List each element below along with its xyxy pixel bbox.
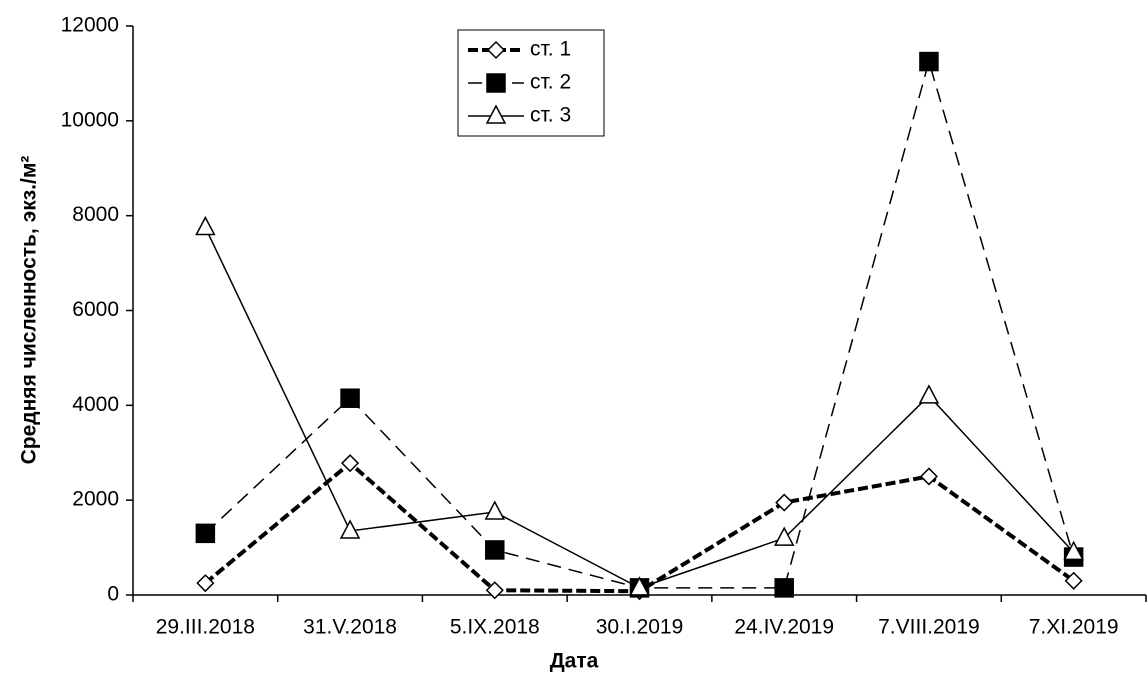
marker (340, 388, 360, 408)
marker (196, 574, 215, 593)
marker (485, 581, 504, 600)
marker (629, 576, 650, 596)
marker (774, 578, 794, 598)
marker (1063, 540, 1084, 561)
y-tick-label: 8000 (72, 203, 119, 226)
marker (339, 519, 361, 539)
marker (919, 467, 938, 486)
y-axis-title: Средняя численность, экз./м² (18, 156, 41, 465)
y-tick-label: 10000 (61, 108, 119, 131)
y-tick-label: 2000 (72, 488, 119, 511)
legend-label: ст. 2 (530, 71, 571, 94)
y-tick-label: 0 (107, 583, 119, 606)
x-tick-label: 31.V.2018 (303, 616, 397, 639)
x-tick-label: 29.III.2018 (156, 616, 255, 639)
marker (486, 73, 506, 93)
y-tick-label: 6000 (72, 298, 119, 321)
y-tick-label: 12000 (61, 14, 119, 37)
x-axis-title: Дата (550, 650, 599, 673)
x-tick-label: 30.I.2019 (596, 616, 684, 639)
marker (775, 493, 794, 512)
x-tick-label: 24.IV.2019 (734, 616, 834, 639)
legend-label: ст. 1 (530, 38, 571, 61)
x-tick-label: 7.VIII.2019 (878, 616, 980, 639)
marker (341, 454, 360, 473)
marker (485, 104, 507, 124)
y-tick-label: 4000 (72, 393, 119, 416)
legend: ст. 1 ст. 2 ст. 3 (457, 29, 605, 137)
series-line (204, 58, 1075, 589)
legend-label: ст. 3 (530, 104, 571, 127)
legend-box (457, 29, 605, 137)
marker (773, 526, 795, 546)
series-line (204, 227, 1075, 589)
x-tick-label: 7.XI.2019 (1029, 616, 1119, 639)
marker (918, 384, 940, 404)
x-tick-label: 5.IX.2018 (450, 616, 540, 639)
marker (484, 500, 506, 520)
marker (195, 523, 216, 544)
marker (919, 51, 939, 72)
marker (1064, 571, 1083, 590)
marker (485, 540, 505, 560)
marker (486, 40, 506, 60)
marker (195, 215, 216, 236)
series-line (204, 460, 1075, 594)
